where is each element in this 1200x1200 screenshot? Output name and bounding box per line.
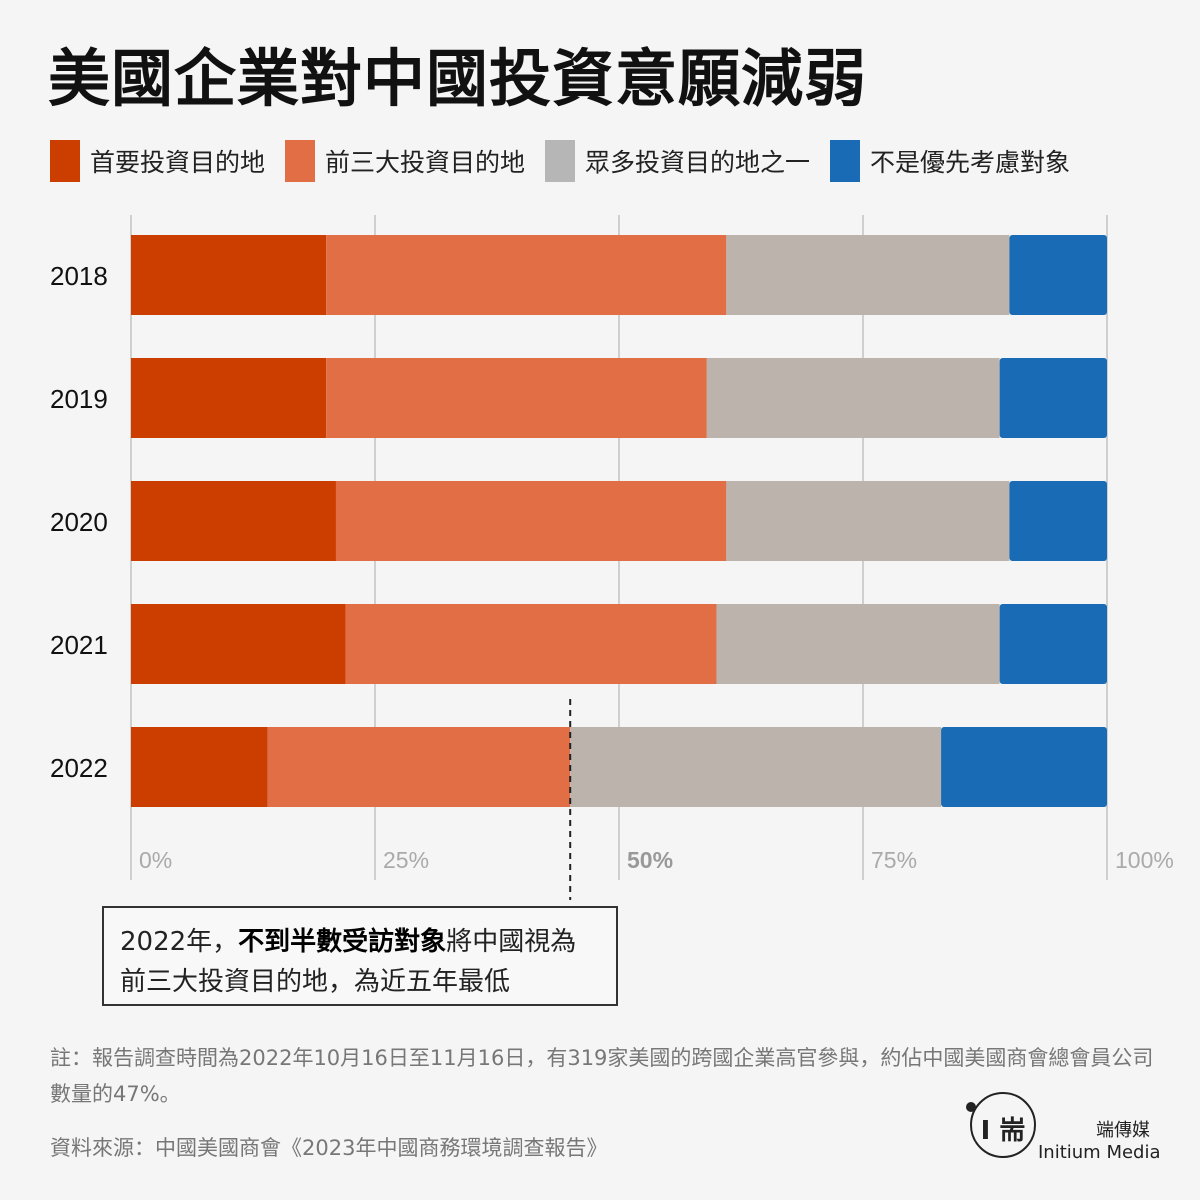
bar-2020-series-3 bbox=[1009, 481, 1107, 561]
annotation-prefix: 2022年， bbox=[120, 927, 239, 957]
legend-swatch-top3 bbox=[285, 140, 316, 182]
bar-2019-series-0 bbox=[131, 358, 327, 438]
tick-label-2: 50% bbox=[627, 847, 673, 873]
bar-2022-series-1 bbox=[267, 727, 571, 807]
page-title: 美國企業對中國投資意願減弱 bbox=[48, 42, 868, 115]
tick-label-0: 0% bbox=[139, 847, 172, 873]
legend-item-one-of-many: 眾多投資目的地之一 bbox=[545, 140, 810, 182]
bar-2021-series-0 bbox=[131, 604, 346, 684]
annotation-bold: 不到半數受訪對象 bbox=[238, 927, 447, 957]
bar-2022-series-3 bbox=[941, 727, 1107, 807]
tick-label-4: 100% bbox=[1115, 847, 1174, 873]
legend-swatch-one-of-many bbox=[545, 140, 576, 182]
tick-label-3: 75% bbox=[871, 847, 917, 873]
bar-2022-series-0 bbox=[131, 727, 268, 807]
stacked-bar-chart: 2018 2019 2020 2021 2022 0% 25% 50% 75% 100% bbox=[50, 215, 1174, 900]
year-label-2022: 2022 bbox=[50, 753, 108, 783]
year-label-2019: 2019 bbox=[50, 384, 108, 414]
legend-label-one-of-many: 眾多投資目的地之一 bbox=[585, 148, 811, 177]
logo-glyph: I 耑 bbox=[980, 1116, 1026, 1146]
bar-2019-series-2 bbox=[706, 358, 1000, 438]
legend-label-top: 首要投資目的地 bbox=[90, 148, 266, 177]
legend-label-top3: 前三大投資目的地 bbox=[325, 148, 526, 177]
year-label-2018: 2018 bbox=[50, 261, 108, 291]
bar-2018-series-0 bbox=[131, 235, 327, 315]
bar-2021-series-1 bbox=[345, 604, 717, 684]
legend-swatch-top bbox=[50, 140, 80, 182]
bar-2020-series-2 bbox=[726, 481, 1010, 561]
annotation-line2: 前三大投資目的地，為近五年最低 bbox=[120, 967, 511, 997]
bar-2019-series-1 bbox=[326, 358, 707, 438]
tick-label-1: 25% bbox=[383, 847, 429, 873]
bar-2018-series-1 bbox=[326, 235, 727, 315]
year-labels: 2018 2019 2020 2021 2022 bbox=[50, 261, 108, 783]
legend-swatch-not-priority bbox=[830, 140, 861, 182]
bar-2022-series-2 bbox=[570, 727, 942, 807]
initium-logo: I 耑 bbox=[966, 1092, 1036, 1158]
legend: 首要投資目的地 前三大投資目的地 眾多投資目的地之一 不是優先考慮對象 bbox=[50, 140, 1090, 182]
source-note: 資料來源：中國美國商會《2023年中國商務環境調查報告》 bbox=[50, 1136, 608, 1160]
footnote: 註：報告調查時間為2022年10月16日至11月16日，有319家美國的跨國企業… bbox=[50, 1046, 1154, 1106]
bar-2020-series-0 bbox=[131, 481, 336, 561]
legend-item-top: 首要投資目的地 bbox=[50, 140, 265, 182]
year-label-2021: 2021 bbox=[50, 630, 108, 660]
bar-2020-series-1 bbox=[335, 481, 727, 561]
legend-item-top3: 前三大投資目的地 bbox=[285, 140, 525, 182]
legend-label-not-priority: 不是優先考慮對象 bbox=[870, 148, 1071, 177]
bar-2021-series-2 bbox=[716, 604, 1000, 684]
tick-labels: 0% 25% 50% 75% 100% bbox=[139, 847, 1174, 873]
bar-2021-series-3 bbox=[999, 604, 1107, 684]
bar-2019-series-3 bbox=[999, 358, 1107, 438]
legend-item-not-priority: 不是優先考慮對象 bbox=[830, 140, 1070, 182]
brand-name-zh: 端傳媒 bbox=[1096, 1120, 1150, 1141]
bars bbox=[131, 235, 1107, 807]
bar-2018-series-3 bbox=[1009, 235, 1107, 315]
year-label-2020: 2020 bbox=[50, 507, 108, 537]
annotation-box: 2022年，不到半數受訪對象將中國視為 前三大投資目的地，為近五年最低 bbox=[102, 906, 618, 1006]
brand-name-en: Initium Media bbox=[1038, 1142, 1161, 1163]
bar-2018-series-2 bbox=[726, 235, 1010, 315]
annotation-suffix: 將中國視為 bbox=[446, 927, 577, 957]
